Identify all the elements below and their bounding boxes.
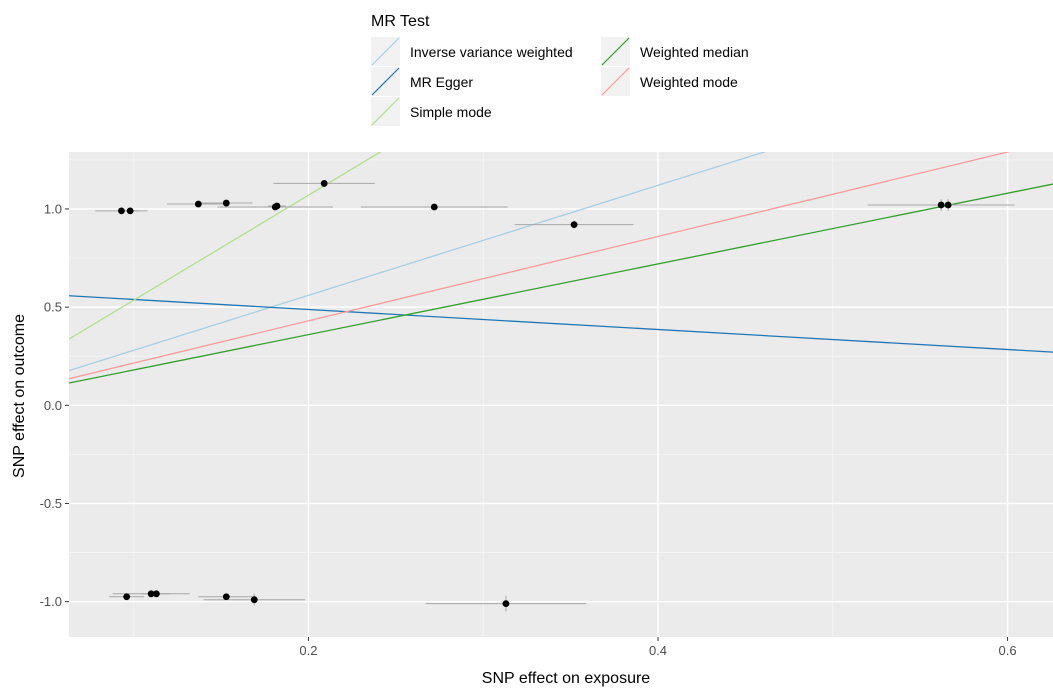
fit-lines (69, 152, 1053, 384)
legend-label: Simple mode (410, 104, 492, 120)
legend-title: MR Test (371, 13, 430, 30)
y-tick-label: -1.0 (40, 594, 62, 609)
data-point (118, 207, 125, 215)
legend-key-line (371, 67, 400, 96)
x-tick-label: 0.4 (649, 643, 667, 658)
y-tick-label: 0.5 (44, 300, 62, 315)
legend-key-line (371, 97, 400, 126)
legend-item: Inverse variance weighted (371, 37, 573, 66)
y-axis-ticks: -1.0 -0.5 0.0 0.5 1.0 (40, 201, 69, 609)
data-point (126, 207, 134, 215)
x-axis-ticks: 0.2 0.4 0.6 (299, 637, 1017, 658)
data-point (194, 200, 202, 208)
data-point (152, 590, 160, 598)
data-point (273, 202, 281, 210)
data-point (320, 180, 328, 187)
data-point (250, 596, 258, 604)
y-tick-label: 1.0 (44, 201, 62, 216)
x-tick-label: 0.6 (999, 643, 1017, 658)
data-point (502, 600, 510, 608)
legend-label: Weighted mode (640, 74, 738, 90)
y-axis-title: SNP effect on outcome (11, 314, 28, 478)
legend-label: MR Egger (410, 74, 473, 90)
legend-label: Inverse variance weighted (410, 44, 573, 60)
legend-key-line (601, 37, 630, 66)
data-point (937, 201, 945, 209)
x-axis-title: SNP effect on exposure (482, 670, 651, 687)
fit-line (69, 183, 1053, 384)
data-point (430, 203, 438, 211)
plot-panel (69, 152, 1053, 637)
y-tick-label: 0.0 (44, 398, 62, 413)
fit-line (69, 152, 767, 372)
data-point (944, 201, 952, 209)
data-point (570, 221, 578, 229)
grid (69, 152, 1053, 637)
legend-label: Weighted median (640, 44, 749, 60)
data-points (118, 180, 952, 608)
legend-key-line (371, 37, 400, 66)
data-point (123, 593, 131, 601)
data-point (222, 199, 230, 207)
fit-line (69, 295, 1053, 353)
fit-line (69, 152, 382, 340)
legend-key-line (601, 67, 630, 96)
data-point (222, 593, 230, 601)
fit-line (69, 152, 1011, 380)
legend-item: Weighted mode (601, 67, 738, 96)
legend: MR Test Inverse variance weighted MR Egge… (371, 13, 749, 126)
x-tick-label: 0.2 (299, 643, 317, 658)
legend-item: MR Egger (371, 67, 473, 96)
legend-item: Weighted median (601, 37, 749, 66)
data-point (147, 590, 155, 598)
y-tick-label: -0.5 (40, 496, 62, 511)
legend-item: Simple mode (371, 97, 492, 126)
